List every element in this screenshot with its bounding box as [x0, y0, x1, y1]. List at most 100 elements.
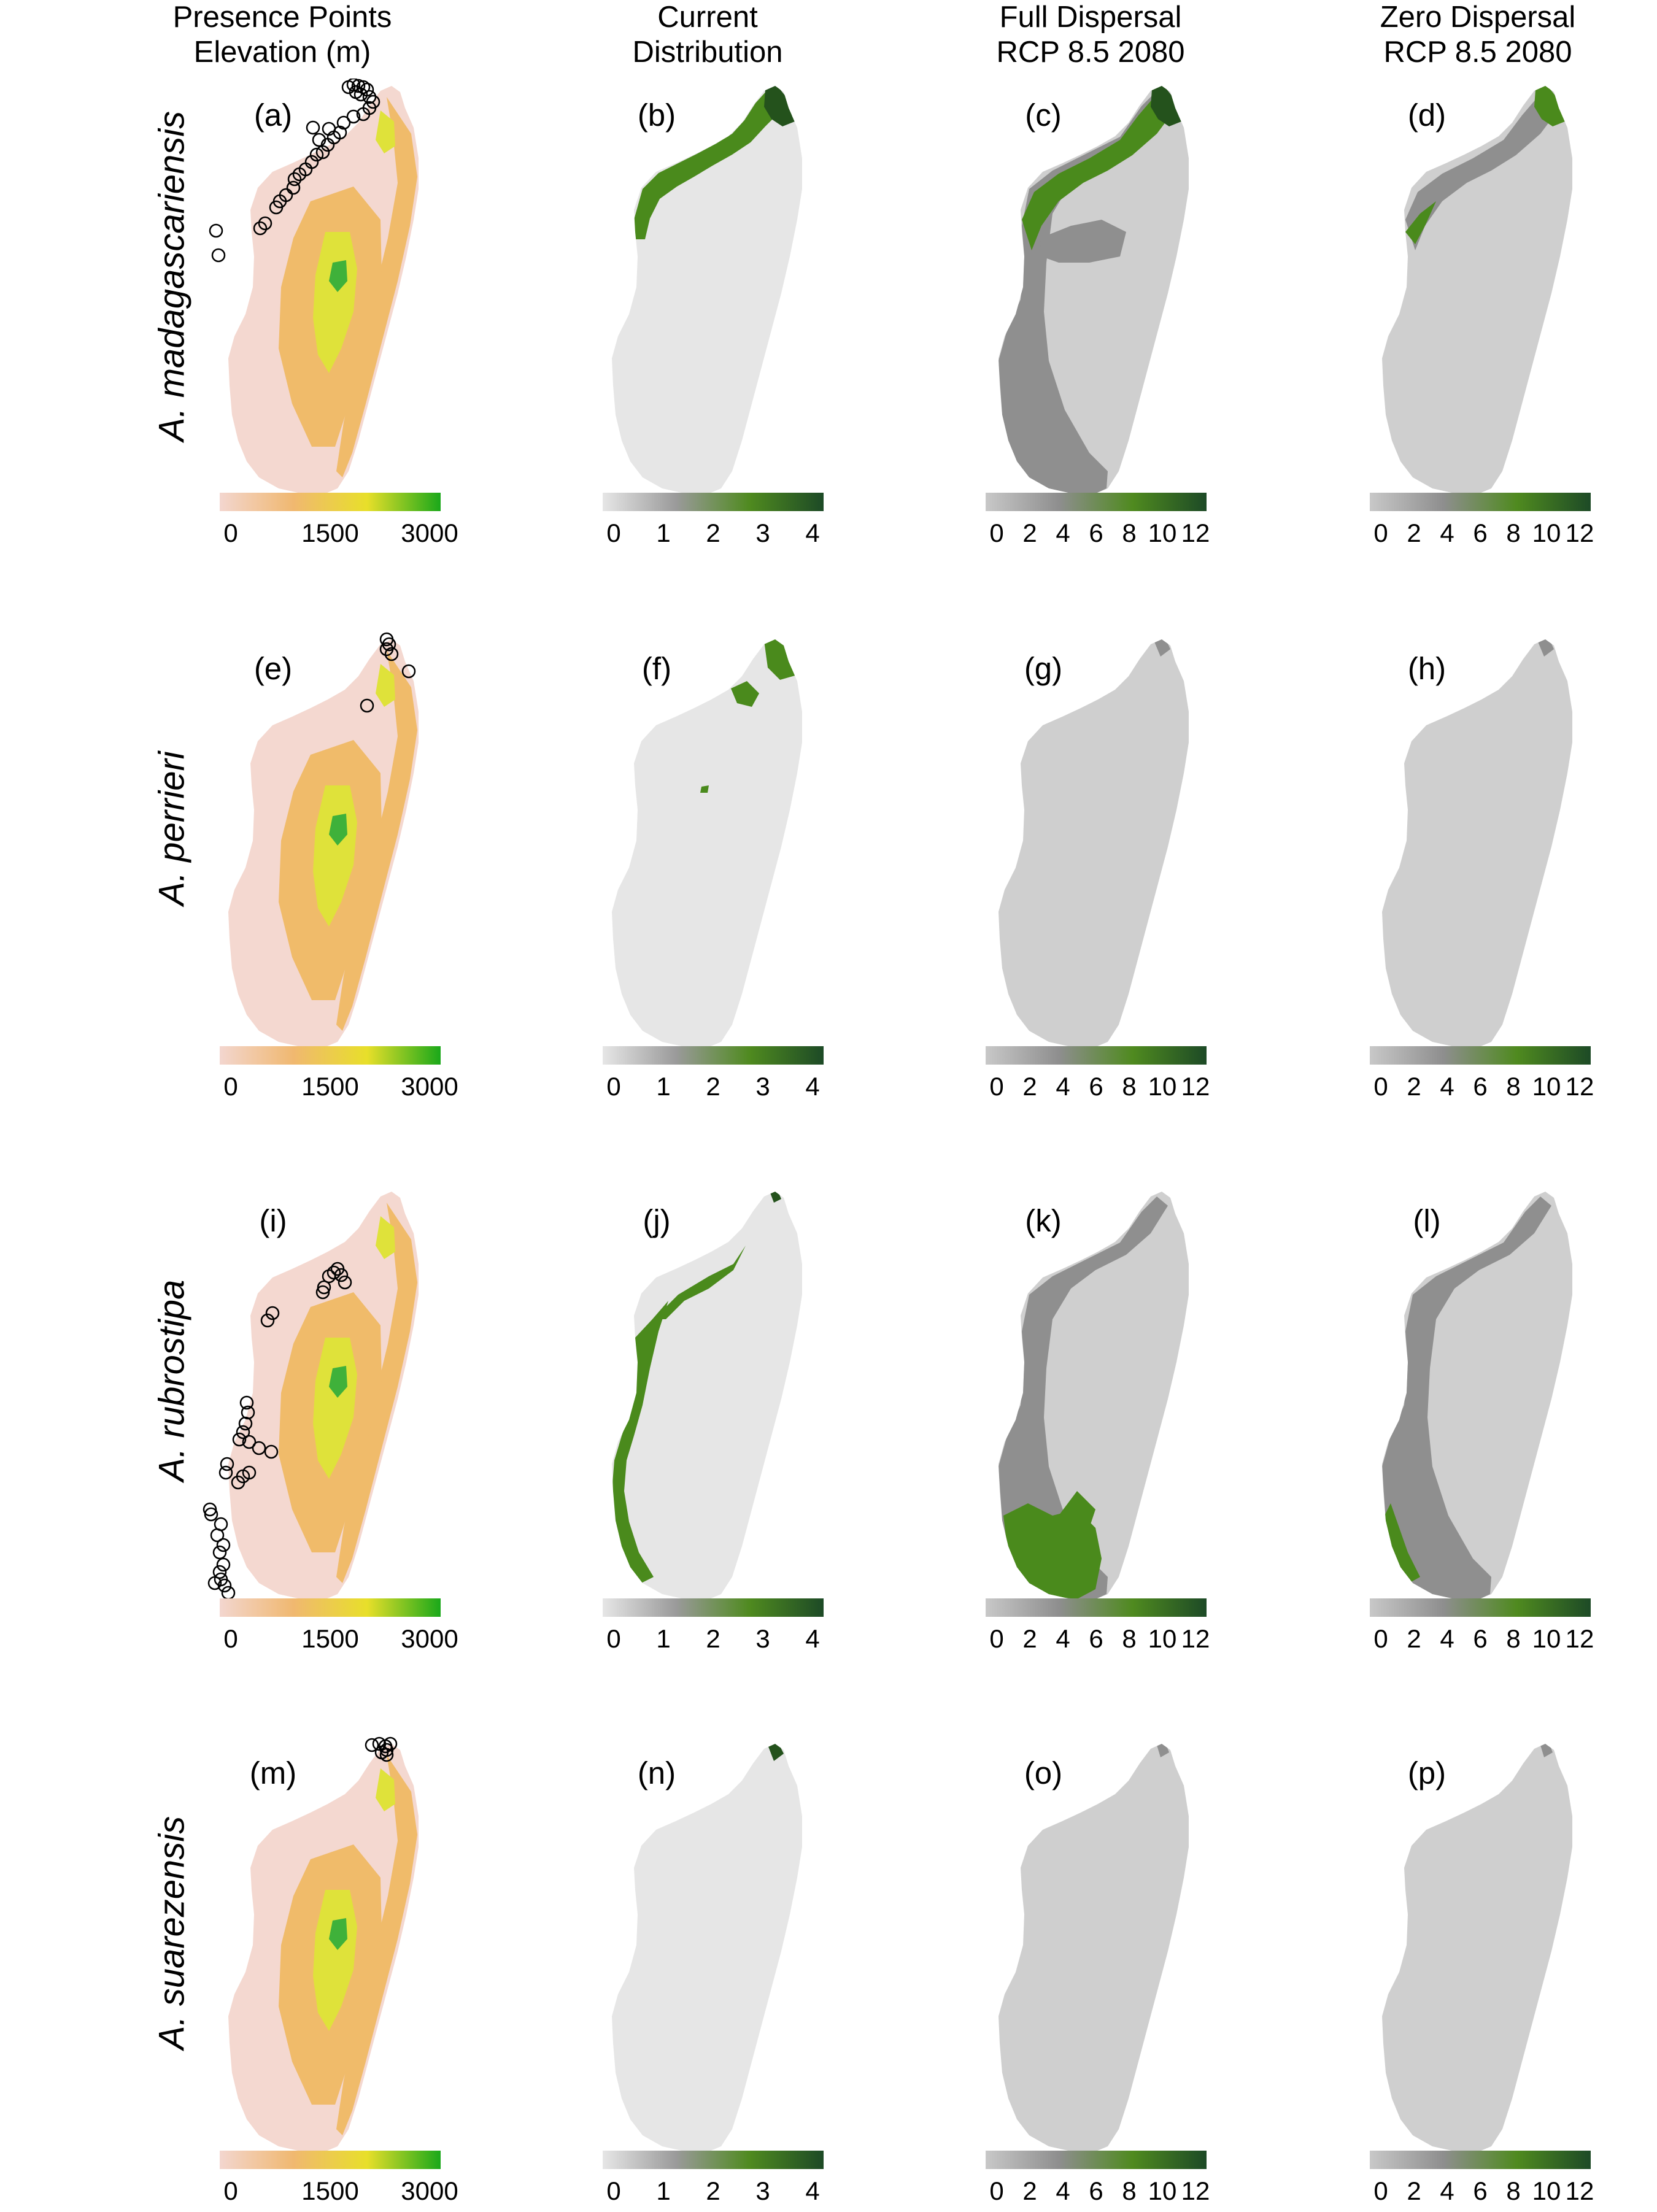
presence-point — [269, 200, 284, 215]
legend-tick-label: 2 — [1407, 518, 1421, 547]
legend-tick-label: 10 — [1148, 1072, 1177, 1101]
legend-tick-label: 1500 — [301, 518, 359, 547]
legend-tick-label: 3 — [755, 1072, 770, 1101]
legend-tick-label: 0 — [1373, 2176, 1388, 2205]
legend-tick-label: 0 — [606, 1624, 621, 1653]
legend-tick-label: 12 — [1181, 2176, 1210, 2205]
legend-tick-label: 6 — [1089, 1072, 1103, 1101]
elevation-layers — [279, 1755, 417, 2135]
presence-point — [210, 1528, 225, 1543]
legend-tick-label: 10 — [1532, 1624, 1561, 1653]
legend-tick-label: 12 — [1565, 518, 1594, 547]
elevation-peak — [329, 1918, 347, 1950]
legend-tick-label: 12 — [1565, 2176, 1594, 2205]
presence-point — [334, 1268, 349, 1282]
map-current-distribution-3 — [612, 1192, 802, 1600]
legend-color-bar — [603, 1598, 824, 1617]
presence-point — [306, 120, 320, 135]
suitability-region — [654, 1246, 746, 1319]
presence-point — [265, 1306, 280, 1320]
presence-point — [315, 145, 330, 160]
map-current-distribution-4 — [612, 1744, 802, 2152]
suitability-region — [634, 86, 792, 239]
legend-tick-label: 0 — [1373, 1624, 1388, 1653]
map-presence-elevation-2 — [228, 632, 419, 1048]
suitability-layers — [634, 86, 795, 239]
legend-tick-label: 10 — [1532, 1072, 1561, 1101]
legend-tick-label: 0 — [606, 1072, 621, 1101]
legend-tick-label: 4 — [805, 1624, 820, 1653]
panel-label: (d) — [1407, 98, 1446, 133]
elevation-peak — [329, 260, 347, 292]
legend-tick-label: 6 — [1473, 1624, 1488, 1653]
legend-tick-label: 0 — [223, 1072, 238, 1101]
legend-future: 0 2 4 6 8 10 12 — [1370, 2151, 1594, 2212]
suitability-region — [1534, 86, 1565, 126]
presence-point — [239, 1395, 254, 1410]
legend-tick-label: 8 — [1122, 1624, 1137, 1653]
panel-label: (p) — [1407, 1755, 1446, 1790]
legend-tick-label: 12 — [1565, 1624, 1594, 1653]
legend-tick-label: 12 — [1565, 1072, 1594, 1101]
map-zero-dispersal-3 — [1382, 1192, 1572, 1600]
panel-label: (b) — [637, 98, 676, 133]
presence-point — [326, 1265, 341, 1280]
legend-tick-label: 3000 — [401, 1072, 458, 1101]
legend-tick-label: 0 — [989, 518, 1004, 547]
legend-current: 0 1 2 3 4 — [603, 2151, 824, 2212]
legend-tick-label: 1500 — [301, 2176, 359, 2205]
presence-point — [238, 1416, 253, 1431]
legend-tick-label: 8 — [1506, 1072, 1521, 1101]
legend-tick-label: 0 — [223, 2176, 238, 2205]
presence-point — [217, 1578, 232, 1593]
legend-color-bar — [1370, 493, 1591, 511]
island-base — [612, 1744, 802, 2152]
suitability-layers — [1382, 1197, 1551, 1600]
presence-point — [287, 172, 302, 187]
suitability-region — [1405, 201, 1436, 244]
legend-tick-label: 6 — [1089, 2176, 1103, 2205]
legend-tick-label: 1 — [656, 518, 671, 547]
legend-tick-label: 12 — [1181, 1624, 1210, 1653]
legend-tick-label: 10 — [1148, 518, 1177, 547]
legend-tick-label: 3 — [755, 2176, 770, 2205]
elevation-north-massif — [376, 110, 395, 153]
panel-label: (g) — [1024, 651, 1063, 686]
presence-point — [260, 1313, 275, 1328]
suitability-region — [1151, 86, 1181, 126]
presence-point — [258, 216, 272, 231]
island-base — [998, 639, 1189, 1048]
legend-tick-label: 4 — [1056, 2176, 1070, 2205]
legend-tick-label: 3000 — [401, 518, 458, 547]
panel-label: (o) — [1024, 1755, 1063, 1790]
legend-tick-label: 10 — [1532, 518, 1561, 547]
legend-tick-label: 6 — [1089, 518, 1103, 547]
presence-point — [242, 1465, 257, 1480]
panel-label: (i) — [259, 1203, 287, 1238]
suitability-region — [731, 681, 759, 707]
legend-color-bar — [1370, 1598, 1591, 1617]
legend-elevation: 0 1500 3000 — [220, 1046, 458, 1108]
legend-tick-label: 8 — [1122, 1072, 1137, 1101]
presence-point — [253, 221, 268, 236]
elevation-peak — [329, 1366, 347, 1398]
suitability-region — [1538, 639, 1554, 657]
presence-point — [309, 147, 324, 162]
presence-point — [264, 1444, 279, 1459]
legend-color-bar — [220, 2151, 441, 2169]
presence-point — [242, 1435, 257, 1449]
island-base — [1382, 1744, 1572, 2152]
legend-tick-label: 1 — [656, 1624, 671, 1653]
legend-color-bar — [986, 493, 1207, 511]
legend-tick-label: 4 — [1440, 1072, 1454, 1101]
elevation-layers — [279, 1203, 417, 1583]
legend-tick-label: 0 — [989, 1624, 1004, 1653]
legend-tick-label: 4 — [1440, 1624, 1454, 1653]
suitability-layers — [1538, 639, 1554, 657]
legend-tick-label: 8 — [1122, 518, 1137, 547]
map-presence-elevation-3 — [203, 1192, 419, 1600]
legend-color-bar — [986, 1046, 1207, 1065]
legend-tick-label: 6 — [1473, 518, 1488, 547]
legend-tick-label: 6 — [1473, 2176, 1488, 2205]
presence-point — [221, 1586, 236, 1600]
